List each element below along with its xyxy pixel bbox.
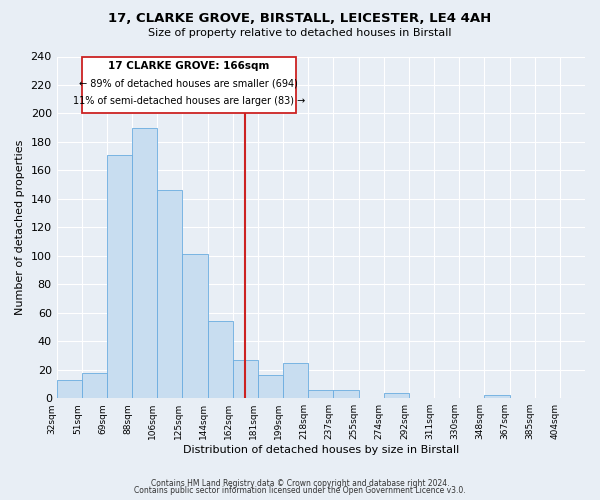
Bar [308,390,334,398]
Bar [258,376,283,398]
Text: Contains public sector information licensed under the Open Government Licence v3: Contains public sector information licen… [134,486,466,495]
Y-axis label: Number of detached properties: Number of detached properties [15,140,25,315]
Bar [334,390,359,398]
Bar [157,190,182,398]
Bar [484,396,509,398]
Bar [384,392,409,398]
Text: 17, CLARKE GROVE, BIRSTALL, LEICESTER, LE4 4AH: 17, CLARKE GROVE, BIRSTALL, LEICESTER, L… [109,12,491,26]
Text: ← 89% of detached houses are smaller (694): ← 89% of detached houses are smaller (69… [79,78,298,88]
Bar [208,322,233,398]
Text: Size of property relative to detached houses in Birstall: Size of property relative to detached ho… [148,28,452,38]
Bar [233,360,258,398]
Bar [82,372,107,398]
Text: 17 CLARKE GROVE: 166sqm: 17 CLARKE GROVE: 166sqm [108,62,269,72]
Text: 11% of semi-detached houses are larger (83) →: 11% of semi-detached houses are larger (… [73,96,305,106]
Bar [283,362,308,398]
Bar [132,128,157,398]
Bar [107,154,132,398]
FancyBboxPatch shape [82,56,296,114]
Text: Contains HM Land Registry data © Crown copyright and database right 2024.: Contains HM Land Registry data © Crown c… [151,478,449,488]
Bar [182,254,208,398]
X-axis label: Distribution of detached houses by size in Birstall: Distribution of detached houses by size … [183,445,459,455]
Bar [56,380,82,398]
